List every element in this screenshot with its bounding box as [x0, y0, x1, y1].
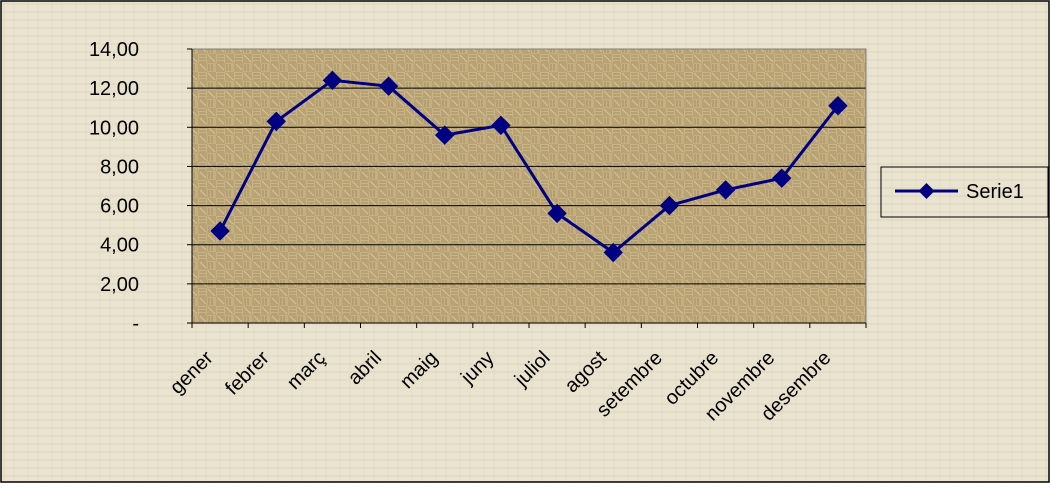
data-point-febrer [266, 111, 286, 132]
legend-label-serie1: Serie1 [966, 181, 1024, 203]
data-point-setembre [659, 195, 680, 216]
data-point-juliol [547, 203, 567, 224]
y-tick-label-6: 12,00 [89, 78, 139, 100]
y-tick-label-1: 2,00 [100, 274, 139, 296]
data-point-octubre [715, 180, 736, 200]
data-point-gener [210, 221, 230, 241]
y-tick-label-2: 4,00 [100, 235, 139, 257]
data-point-novembre [772, 168, 792, 188]
y-tick-label-3: 6,00 [100, 196, 139, 218]
plot-area [192, 49, 866, 323]
series-line-0 [218, 78, 840, 255]
y-tick-label-0: - [132, 313, 139, 335]
data-point-abril [378, 76, 399, 96]
data-point-març [322, 70, 343, 91]
legend-marker-diamond [918, 183, 935, 199]
series-0 [210, 70, 848, 263]
data-point-maig [435, 125, 455, 145]
legend: Serie1 [880, 166, 1049, 218]
data-point-agost [603, 242, 623, 263]
data-point-juny [491, 115, 511, 136]
data-point-desembre [828, 96, 848, 116]
y-tick-label-4: 8,00 [100, 156, 139, 178]
y-tick-label-5: 10,00 [89, 117, 139, 139]
axes [187, 48, 867, 328]
series-layer [210, 70, 848, 263]
y-tick-label-7: 14,00 [89, 39, 139, 61]
y-axis-tick-labels: - 2,00 4,00 6,00 8,00 10,00 12,00 14,00 [89, 39, 139, 335]
